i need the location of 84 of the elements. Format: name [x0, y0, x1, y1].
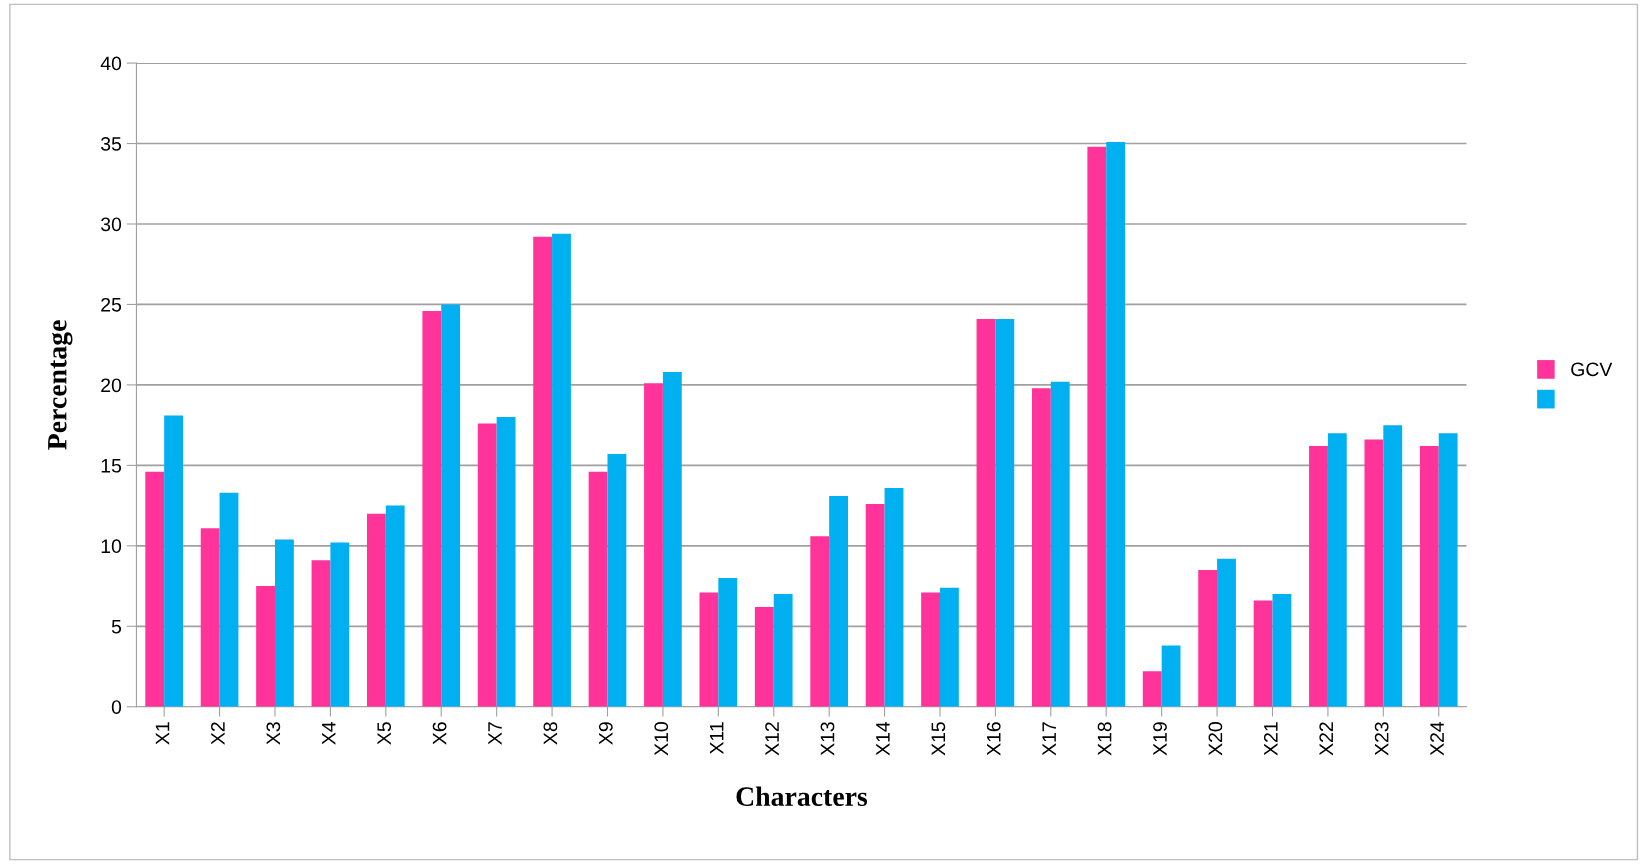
x-tick-label: X19 [1153, 722, 1167, 756]
bar [533, 236, 553, 707]
bar [773, 594, 793, 707]
bar [718, 578, 738, 707]
y-tick-label: 15 [101, 459, 122, 473]
x-tick-label: X17 [1042, 722, 1056, 756]
bar [1272, 594, 1292, 707]
bar [644, 383, 663, 707]
bar [1050, 381, 1070, 707]
x-tick-label: X23 [1374, 722, 1389, 756]
y-tick-label: 25 [101, 297, 122, 312]
bar [366, 513, 386, 707]
x-tick-label: X11 [709, 722, 724, 755]
x-tick-label: X18 [1097, 722, 1112, 756]
bar [810, 536, 830, 707]
x-tick-label: X8 [543, 722, 558, 745]
x-tick-label: X1 [155, 722, 170, 745]
bar [145, 471, 165, 707]
y-tick-label: 20 [101, 378, 122, 393]
x-tick-label: X2 [211, 722, 225, 745]
y-tick-label: 35 [100, 137, 122, 151]
y-tick-label: 40 [100, 56, 122, 71]
legend-label: GCV [1571, 362, 1613, 377]
bar [829, 495, 848, 707]
x-tick-label: X12 [765, 722, 779, 756]
x-axis-title: Characters [736, 786, 868, 807]
x-tick-label: X9 [598, 722, 613, 745]
y-axis-title: Percentage [48, 320, 73, 450]
x-tick-label: X24 [1430, 721, 1444, 756]
y-tick-label: 5 [111, 619, 122, 634]
bar [588, 471, 608, 707]
bar [422, 310, 442, 707]
bar [441, 304, 461, 707]
x-tick-label: X20 [1208, 722, 1223, 756]
bar [1031, 388, 1051, 707]
bar [1106, 141, 1126, 707]
y-tick-label: 10 [101, 539, 122, 554]
x-tick-label: X21 [1263, 722, 1278, 756]
y-tick-label: 30 [100, 217, 122, 232]
bar [164, 415, 183, 707]
bar [1327, 433, 1347, 707]
x-tick-label: X6 [432, 722, 447, 745]
x-tick-label: X13 [820, 722, 835, 756]
x-tick-label: X16 [986, 722, 1001, 756]
bar [330, 542, 350, 707]
bar [754, 606, 774, 707]
bar [1253, 600, 1273, 707]
bar [1217, 558, 1236, 707]
x-tick-label: X5 [377, 722, 392, 745]
bar [939, 587, 959, 707]
x-tick-label: X15 [931, 722, 946, 756]
bar [1438, 433, 1458, 707]
bar [1383, 425, 1403, 707]
bar [1142, 671, 1162, 707]
bar [552, 233, 571, 707]
bar [884, 487, 904, 707]
x-tick-label: X3 [266, 722, 281, 745]
bar [1309, 446, 1328, 707]
bar [1198, 569, 1218, 707]
bar [311, 560, 331, 707]
bar [385, 505, 405, 707]
bar [1364, 439, 1384, 707]
bar [219, 492, 239, 707]
x-tick-label: X22 [1319, 722, 1333, 756]
bar [865, 503, 885, 707]
bar [1087, 146, 1107, 707]
bar [976, 318, 996, 707]
bar [256, 586, 275, 707]
bar [607, 454, 627, 707]
bar [274, 539, 294, 707]
bar [662, 372, 682, 707]
x-tick-label: X4 [322, 721, 336, 745]
bar [200, 528, 220, 707]
bar [1419, 446, 1439, 707]
bar [1161, 645, 1181, 707]
y-tick-label: 0 [111, 700, 122, 714]
x-tick-label: X7 [488, 722, 502, 745]
bar [921, 592, 940, 707]
bar [496, 417, 516, 707]
bar [995, 318, 1015, 707]
bar [699, 592, 719, 707]
bar [477, 423, 497, 707]
x-tick-label: X10 [654, 722, 669, 756]
x-tick-label: X14 [876, 721, 890, 756]
